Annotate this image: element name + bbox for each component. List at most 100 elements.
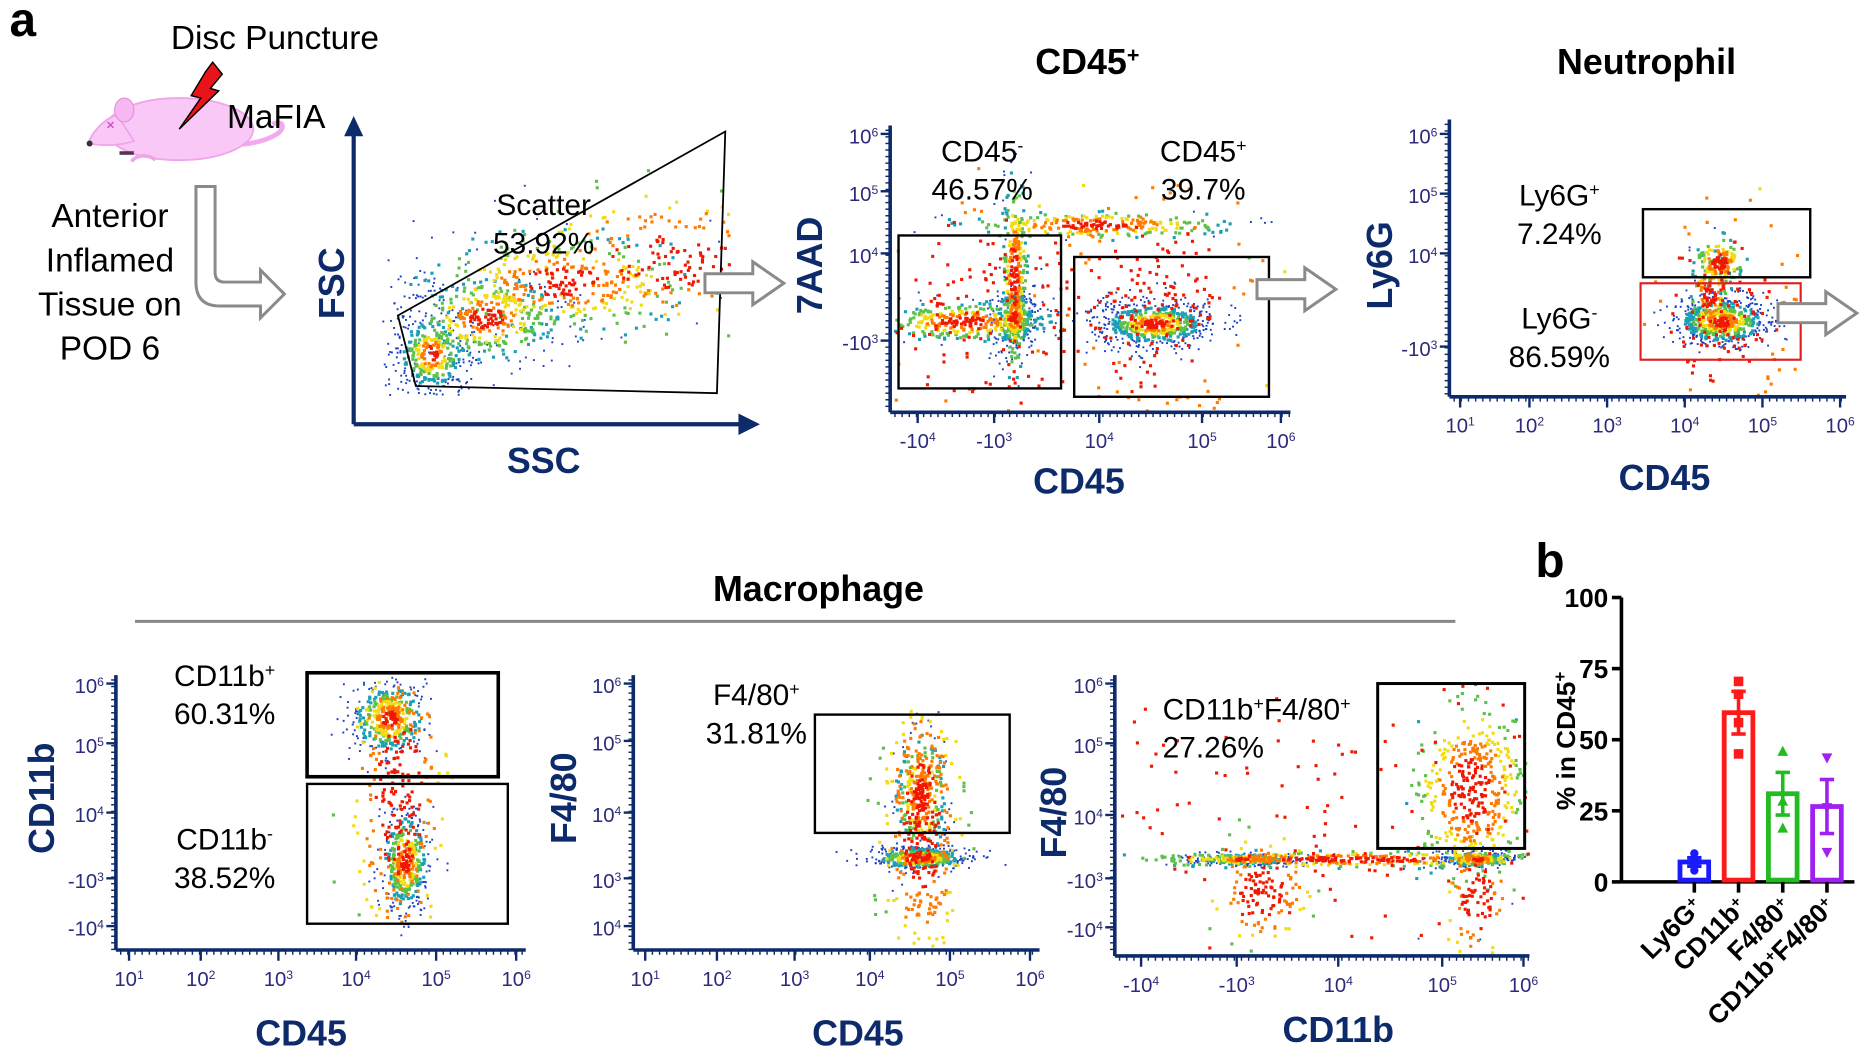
event-dot bbox=[392, 841, 396, 845]
event-dot bbox=[424, 678, 427, 681]
event-dot bbox=[999, 317, 1003, 321]
event-dot bbox=[553, 319, 557, 323]
event-dot bbox=[513, 228, 517, 232]
event-dot bbox=[1716, 250, 1721, 254]
event-dot bbox=[1155, 351, 1159, 355]
x-tick-label: 104 bbox=[1085, 430, 1115, 453]
event-dot bbox=[1208, 294, 1212, 298]
event-dot bbox=[1002, 199, 1005, 202]
event-dot bbox=[1094, 326, 1098, 330]
event-dot bbox=[477, 286, 481, 290]
event-dot bbox=[1103, 220, 1107, 224]
event-dot bbox=[1066, 231, 1070, 235]
event-dot bbox=[1140, 234, 1145, 238]
event-dot bbox=[418, 818, 421, 821]
event-dot bbox=[1164, 307, 1168, 311]
event-dot bbox=[518, 278, 521, 281]
event-dot bbox=[1701, 315, 1705, 319]
event-dot bbox=[1112, 228, 1116, 232]
event-dot bbox=[993, 223, 998, 227]
event-dot bbox=[345, 728, 348, 731]
event-dot bbox=[960, 201, 964, 205]
event-dot bbox=[388, 378, 391, 381]
event-dot bbox=[1006, 215, 1010, 219]
event-dot bbox=[1016, 347, 1019, 350]
event-dot bbox=[1151, 321, 1155, 325]
event-dot bbox=[417, 356, 421, 361]
event-dot bbox=[625, 298, 629, 302]
event-dot bbox=[366, 771, 369, 774]
event-dot bbox=[1124, 294, 1128, 298]
event-dot bbox=[1169, 222, 1173, 226]
event-dot bbox=[959, 222, 963, 226]
event-dot bbox=[396, 681, 399, 684]
event-dot bbox=[404, 920, 407, 922]
event-dot bbox=[1239, 319, 1242, 322]
event-dot bbox=[475, 308, 480, 312]
event-dot bbox=[989, 352, 992, 355]
event-dot bbox=[429, 365, 433, 369]
event-dot bbox=[517, 297, 521, 302]
event-dot bbox=[1142, 295, 1145, 298]
event-dot bbox=[372, 727, 377, 731]
event-dot bbox=[476, 248, 478, 251]
event-dot bbox=[1129, 317, 1134, 321]
event-dot bbox=[490, 240, 494, 244]
event-dot bbox=[1121, 296, 1124, 299]
event-dot bbox=[1138, 222, 1142, 226]
event-dot bbox=[446, 337, 450, 341]
event-dot bbox=[424, 346, 428, 350]
event-dot bbox=[1686, 305, 1689, 308]
event-dot bbox=[1264, 221, 1266, 224]
event-dot bbox=[524, 327, 528, 331]
event-dot bbox=[1700, 329, 1704, 333]
event-dot bbox=[1167, 327, 1171, 331]
event-dot bbox=[1026, 219, 1030, 223]
event-dot bbox=[1158, 329, 1163, 334]
event-dot bbox=[1683, 322, 1687, 326]
event-dot bbox=[639, 303, 643, 307]
event-dot bbox=[1183, 327, 1187, 332]
event-dot bbox=[1747, 317, 1751, 321]
event-dot bbox=[1174, 304, 1178, 308]
event-dot bbox=[457, 390, 460, 393]
event-dot bbox=[492, 324, 495, 327]
event-dot bbox=[942, 336, 947, 340]
event-dot bbox=[1701, 265, 1705, 269]
event-dot bbox=[711, 265, 716, 269]
event-dot bbox=[1663, 321, 1666, 324]
event-dot bbox=[643, 219, 648, 223]
event-dot bbox=[374, 681, 377, 684]
event-dot bbox=[646, 292, 650, 296]
event-dot bbox=[448, 375, 452, 379]
event-dot bbox=[407, 391, 410, 394]
event-dot bbox=[1121, 330, 1125, 334]
event-dot bbox=[398, 337, 401, 339]
event-dot bbox=[571, 283, 576, 287]
event-dot bbox=[1042, 224, 1046, 228]
event-dot bbox=[413, 338, 418, 342]
event-dot bbox=[1113, 306, 1116, 309]
event-dot bbox=[409, 282, 413, 287]
event-dot bbox=[411, 901, 414, 904]
event-dot bbox=[575, 296, 579, 300]
event-dot bbox=[1741, 345, 1744, 348]
event-dot bbox=[1234, 307, 1237, 309]
event-dot bbox=[439, 389, 442, 392]
event-dot bbox=[1195, 331, 1198, 334]
event-dot bbox=[1012, 313, 1016, 318]
event-dot bbox=[1720, 335, 1724, 339]
event-dot bbox=[418, 720, 422, 724]
event-dot bbox=[1013, 305, 1017, 309]
event-dot bbox=[1723, 259, 1727, 263]
event-dot bbox=[570, 283, 574, 287]
event-dot bbox=[461, 282, 466, 286]
event-dot bbox=[390, 702, 394, 706]
event-dot bbox=[968, 320, 972, 324]
event-dot bbox=[1151, 339, 1155, 344]
event-dot bbox=[1134, 196, 1138, 200]
event-dot bbox=[619, 272, 624, 276]
event-dot bbox=[686, 268, 690, 272]
event-dot bbox=[1040, 316, 1044, 320]
event-dot bbox=[979, 323, 983, 327]
